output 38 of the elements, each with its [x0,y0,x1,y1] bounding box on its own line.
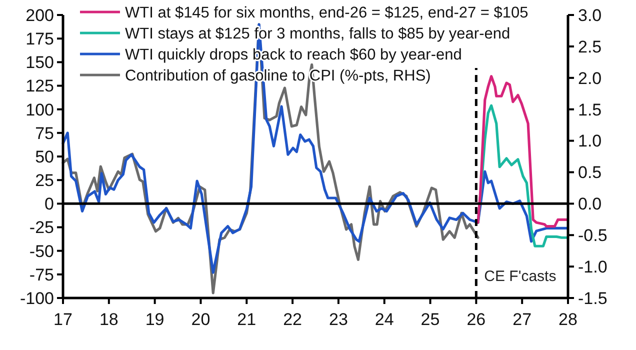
y2-tick-label: 3.0 [578,6,602,25]
x-tick-label: 23 [328,310,348,329]
x-tick-label: 19 [145,310,164,329]
y2-tick-label: -1.5 [578,288,608,308]
line-series [476,75,568,228]
x-tick-label: 17 [54,310,72,329]
y-tick-label: 150 [26,53,54,72]
y2-tick-label: -1.0 [578,258,608,277]
x-tick-label: 18 [99,310,118,329]
legend-label: WTI at $145 for six months, end-26 = $125, end-27 = $105 [125,4,528,22]
y2-tick-label: 0.0 [578,194,602,214]
x-tick-label: 27 [512,310,532,329]
y2-tick-label: 2.5 [578,37,602,56]
y2-tick-label: -0.5 [578,226,608,246]
y-tick-label: 100 [26,100,54,120]
ref-line-label: CE F'casts [484,268,556,285]
y-tick-label: -100 [20,288,54,308]
y2-tick-label: 1.5 [578,100,602,120]
y-tick-label: 0 [44,194,54,214]
y-tick-label: 75 [35,124,54,143]
x-tick-label: 25 [420,310,440,329]
y2-tick-label: 0.5 [578,163,602,182]
y-tick-label: -25 [29,218,54,238]
y-tick-label: 175 [26,30,54,49]
x-tick-label: 24 [374,310,394,329]
y-tick-label: -75 [29,265,54,284]
y2-tick-label: 2.0 [578,68,602,88]
y-tick-label: 200 [26,6,54,25]
y-tick-label: 50 [35,147,54,166]
x-tick-label: 21 [237,310,256,329]
x-tick-label: 28 [558,310,578,329]
x-tick-label: 26 [466,310,486,329]
y2-tick-label: 1.0 [578,132,602,151]
x-tick-label: 20 [191,310,210,329]
x-tick-label: 22 [283,310,302,329]
y-tick-label: -50 [29,242,54,261]
y-tick-label: 125 [26,76,54,96]
y-tick-label: 25 [35,171,54,190]
